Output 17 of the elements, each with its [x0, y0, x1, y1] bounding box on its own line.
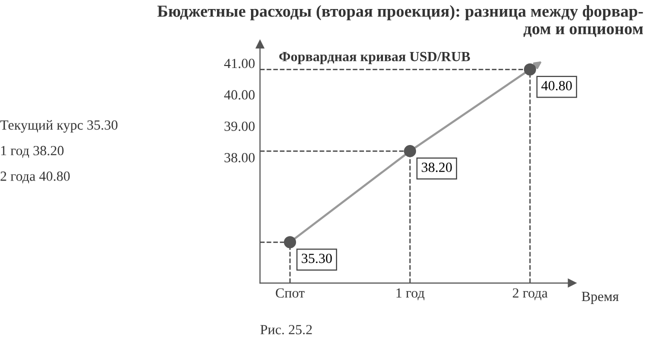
text: Текущий курс 35.30 [0, 120, 118, 133]
y-tick-label: 39.00 [224, 122, 255, 132]
y-tick-label: 40.00 [224, 90, 255, 100]
x-tick-label: 1 год [396, 288, 424, 300]
text: 1 год 38.20 [1, 146, 64, 158]
chart-subtitle: Форвардная кривая USD/RUB [279, 52, 470, 64]
x-tick-label: Спот [276, 288, 305, 298]
x-axis-title: Время [582, 292, 619, 304]
text: 2 года 40.80 [0, 171, 70, 184]
x-tick-label: 2 года [512, 288, 548, 300]
y-tick-label: 41.00 [224, 58, 255, 68]
data-label: 40.80 [541, 80, 572, 90]
y-tick-label: 38.00 [224, 152, 255, 162]
data-label: 35.30 [302, 254, 332, 264]
data-label: 38.20 [422, 162, 452, 172]
text: Рис. 25.2 [260, 324, 312, 334]
chart-title: Бюджетные расходы (вторая проекция): разница между форвар- дом и опционом [157, 5, 643, 38]
